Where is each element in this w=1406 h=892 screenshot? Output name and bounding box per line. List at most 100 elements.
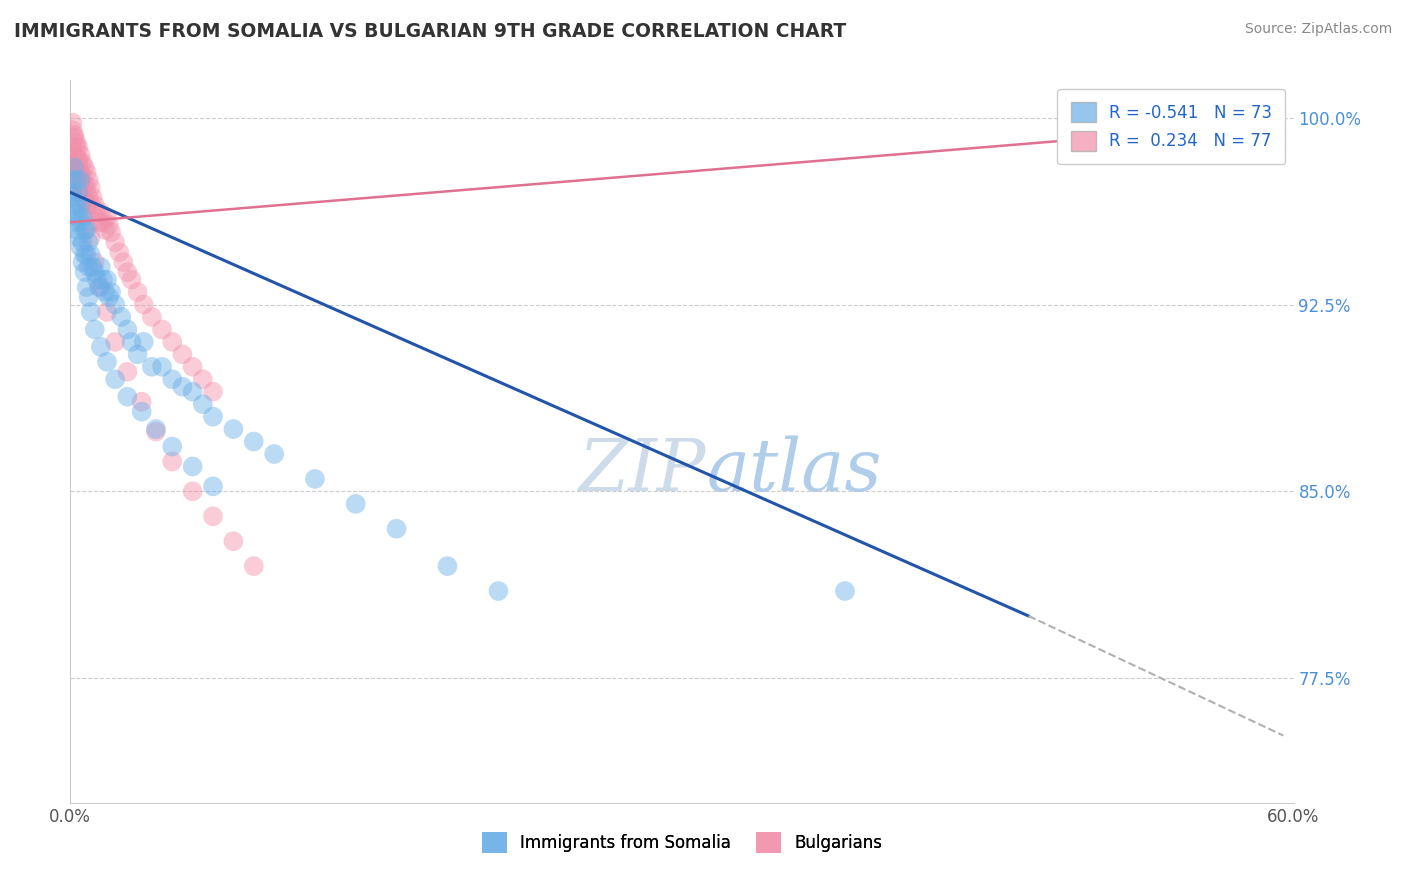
Point bbox=[60, 190, 83, 204]
Point bbox=[76, 205, 98, 219]
Text: ZIP: ZIP bbox=[579, 435, 706, 506]
Point bbox=[132, 297, 155, 311]
Point bbox=[86, 205, 108, 219]
Legend: Immigrants from Somalia, Bulgarians: Immigrants from Somalia, Bulgarians bbox=[475, 826, 889, 860]
Point bbox=[73, 193, 96, 207]
Point bbox=[82, 260, 104, 274]
Point bbox=[60, 115, 83, 129]
Text: atlas: atlas bbox=[706, 435, 882, 506]
Point bbox=[77, 290, 100, 304]
Point bbox=[150, 322, 173, 336]
Point bbox=[72, 170, 94, 185]
Point bbox=[77, 173, 100, 187]
Point bbox=[73, 178, 96, 192]
Point bbox=[90, 340, 112, 354]
Point bbox=[67, 140, 90, 154]
Point bbox=[202, 509, 225, 524]
Point bbox=[60, 140, 83, 154]
Point bbox=[104, 372, 127, 386]
Point bbox=[145, 422, 167, 436]
Point bbox=[108, 245, 131, 260]
Point bbox=[488, 584, 510, 599]
Point bbox=[67, 186, 90, 200]
Point bbox=[127, 285, 149, 299]
Point bbox=[79, 198, 103, 212]
Point bbox=[65, 215, 87, 229]
Point bbox=[73, 223, 96, 237]
Point bbox=[98, 218, 121, 232]
Point bbox=[63, 198, 86, 212]
Point bbox=[132, 334, 155, 349]
Point bbox=[202, 479, 225, 493]
Point bbox=[104, 334, 127, 349]
Point bbox=[181, 484, 204, 499]
Point bbox=[344, 497, 367, 511]
Point bbox=[222, 534, 245, 549]
Point bbox=[69, 215, 91, 229]
Point bbox=[73, 265, 96, 279]
Point bbox=[69, 165, 91, 179]
Point bbox=[121, 272, 143, 286]
Point bbox=[98, 290, 121, 304]
Point bbox=[69, 165, 91, 179]
Point bbox=[104, 235, 127, 250]
Point bbox=[112, 255, 135, 269]
Point bbox=[72, 180, 94, 194]
Point bbox=[83, 322, 105, 336]
Point bbox=[150, 359, 173, 374]
Point bbox=[172, 380, 194, 394]
Point bbox=[76, 280, 98, 294]
Point bbox=[117, 365, 139, 379]
Point bbox=[94, 223, 117, 237]
Point bbox=[145, 425, 167, 439]
Point bbox=[76, 223, 98, 237]
Point bbox=[104, 297, 127, 311]
Point bbox=[191, 372, 214, 386]
Point bbox=[117, 265, 139, 279]
Point bbox=[63, 165, 86, 179]
Point bbox=[65, 151, 87, 165]
Point bbox=[67, 211, 90, 225]
Point bbox=[60, 123, 83, 137]
Point bbox=[181, 459, 204, 474]
Point bbox=[63, 205, 86, 219]
Point bbox=[222, 422, 245, 436]
Point bbox=[162, 334, 183, 349]
Point bbox=[90, 260, 112, 274]
Point bbox=[76, 248, 98, 262]
Point bbox=[63, 161, 86, 175]
Text: IMMIGRANTS FROM SOMALIA VS BULGARIAN 9TH GRADE CORRELATION CHART: IMMIGRANTS FROM SOMALIA VS BULGARIAN 9TH… bbox=[14, 22, 846, 41]
Point bbox=[87, 215, 110, 229]
Point bbox=[60, 173, 83, 187]
Point bbox=[100, 285, 122, 299]
Point bbox=[67, 230, 90, 244]
Point bbox=[69, 180, 91, 194]
Point bbox=[63, 130, 86, 145]
Point bbox=[304, 472, 326, 486]
Point bbox=[69, 148, 91, 162]
Point bbox=[72, 186, 94, 200]
Point bbox=[79, 305, 103, 319]
Point bbox=[77, 260, 100, 274]
Point bbox=[67, 173, 90, 187]
Point bbox=[110, 310, 132, 324]
Point bbox=[91, 272, 114, 286]
Point bbox=[181, 384, 204, 399]
Point bbox=[73, 161, 96, 175]
Point bbox=[77, 235, 100, 250]
Point bbox=[63, 128, 86, 142]
Point bbox=[76, 198, 98, 212]
Point bbox=[65, 198, 87, 212]
Point bbox=[90, 205, 112, 219]
Point bbox=[86, 272, 108, 286]
Point bbox=[72, 255, 94, 269]
Point bbox=[83, 198, 105, 212]
Point bbox=[79, 230, 103, 244]
Point bbox=[65, 140, 87, 154]
Point bbox=[141, 310, 163, 324]
Point bbox=[100, 225, 122, 239]
Point bbox=[73, 193, 96, 207]
Point bbox=[191, 397, 214, 411]
Point bbox=[162, 440, 183, 454]
Point bbox=[60, 186, 83, 200]
